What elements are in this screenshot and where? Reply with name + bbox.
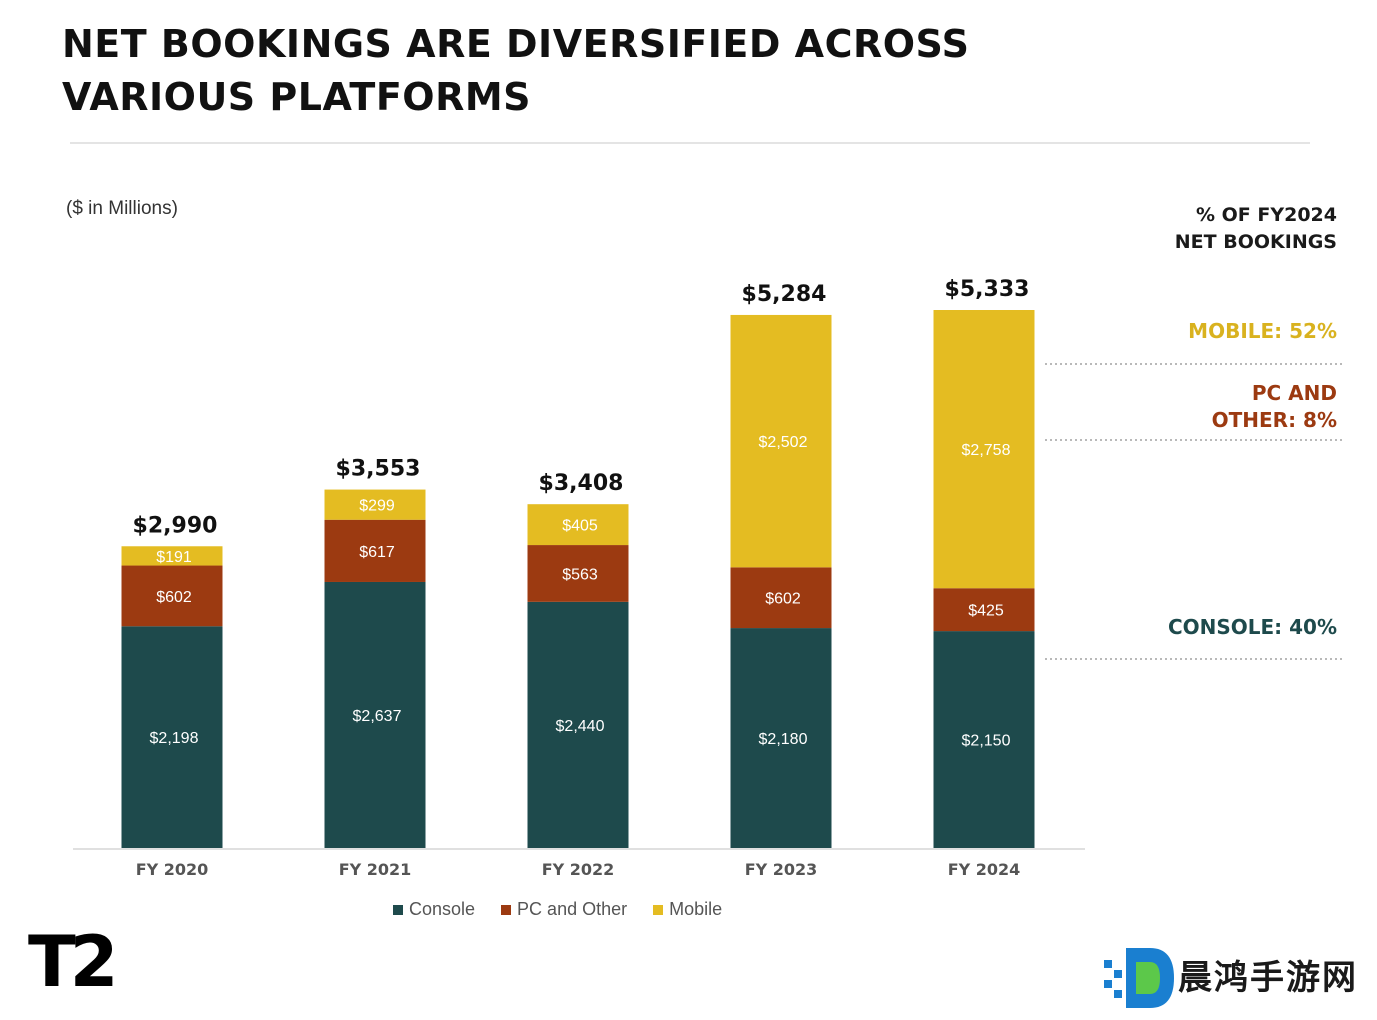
side-label-pc-line-2: OTHER: 8% [1211, 408, 1337, 432]
category-label-1: FY 2021 [339, 860, 412, 879]
bar-mobile-4 [933, 310, 1035, 589]
bar-console-2 [527, 601, 629, 848]
side-label-pc: PC AND OTHER: 8% [1037, 380, 1337, 434]
bar-pc-4 [933, 588, 1035, 632]
legend-swatch-console [393, 904, 403, 915]
bar-label-mobile-2: $405 [562, 518, 598, 535]
watermark-logo: 晨鸿手游网 [1100, 944, 1370, 1014]
legend-label-mobile: Mobile [669, 899, 723, 919]
title-divider [70, 142, 1310, 144]
bar-console-3 [730, 628, 832, 848]
category-label-2: FY 2022 [542, 860, 615, 879]
bar-label-console-4: $2,150 [962, 733, 1011, 750]
legend-label-pc: PC and Other [517, 899, 628, 919]
bar-label-console-3: $2,180 [759, 731, 808, 748]
bar-label-pc-2: $563 [562, 566, 598, 583]
side-label-pc-line-1: PC AND [1251, 381, 1337, 405]
bar-label-mobile-1: $299 [359, 498, 395, 515]
side-title-line-2: NET BOOKINGS [1174, 231, 1337, 253]
legend-item-mobile: Mobile [653, 899, 722, 920]
legend-item-pc: PC and Other [501, 899, 627, 920]
total-label-1: $3,553 [336, 457, 421, 482]
bar-label-mobile-4: $2,758 [962, 442, 1011, 459]
bar-label-console-1: $2,637 [353, 708, 402, 725]
total-label-4: $5,333 [945, 277, 1030, 302]
bar-label-console-0: $2,198 [150, 730, 199, 747]
chart-title: NET BOOKINGS ARE DIVERSIFIED ACROSS VARI… [62, 18, 1162, 124]
bar-label-console-2: $2,440 [556, 718, 605, 735]
legend-item-console: Console [393, 899, 475, 920]
legend-label-console: Console [409, 899, 476, 919]
category-label-0: FY 2020 [136, 860, 209, 879]
bar-label-pc-3: $602 [765, 591, 801, 608]
side-panel-title: % OF FY2024 NET BOOKINGS [1037, 202, 1337, 256]
category-label-4: FY 2024 [948, 860, 1021, 879]
bar-console-0 [121, 626, 223, 848]
total-label-0: $2,990 [133, 513, 218, 538]
title-line-2: VARIOUS PLATFORMS [62, 75, 532, 119]
bar-pc-0 [121, 565, 223, 627]
bar-console-4 [933, 631, 1035, 848]
side-label-console: CONSOLE: 40% [1167, 615, 1337, 639]
bar-label-pc-4: $425 [968, 603, 1004, 620]
watermark-text: 晨鸿手游网 [1178, 958, 1358, 998]
legend-swatch-mobile [653, 904, 664, 915]
bar-pc-3 [730, 567, 832, 629]
bar-mobile-2 [527, 504, 629, 546]
side-title-line-1: % OF FY2024 [1195, 204, 1337, 226]
side-label-mobile: MOBILE: 52% [1188, 319, 1337, 343]
t2-logo: T2 [28, 921, 119, 1003]
bar-mobile-1 [324, 489, 426, 520]
watermark-icon [1104, 948, 1174, 1008]
legend-swatch-pc [501, 904, 512, 915]
bar-mobile-0 [121, 546, 223, 566]
title-line-1: NET BOOKINGS ARE DIVERSIFIED ACROSS [62, 22, 970, 66]
bar-pc-1 [324, 519, 426, 582]
bar-pc-2 [527, 545, 629, 602]
units-label: ($ in Millions) [66, 198, 178, 219]
bar-label-mobile-0: $191 [156, 549, 192, 566]
category-label-3: FY 2023 [745, 860, 818, 879]
total-label-2: $3,408 [539, 471, 624, 496]
bar-label-pc-0: $602 [156, 589, 192, 606]
bar-console-1 [324, 581, 426, 848]
bar-mobile-3 [730, 314, 832, 568]
total-label-3: $5,284 [742, 282, 827, 307]
bar-label-mobile-3: $2,502 [759, 434, 808, 451]
bar-label-pc-1: $617 [359, 544, 395, 561]
chart-legend: Console PC and Other Mobile [393, 899, 722, 920]
